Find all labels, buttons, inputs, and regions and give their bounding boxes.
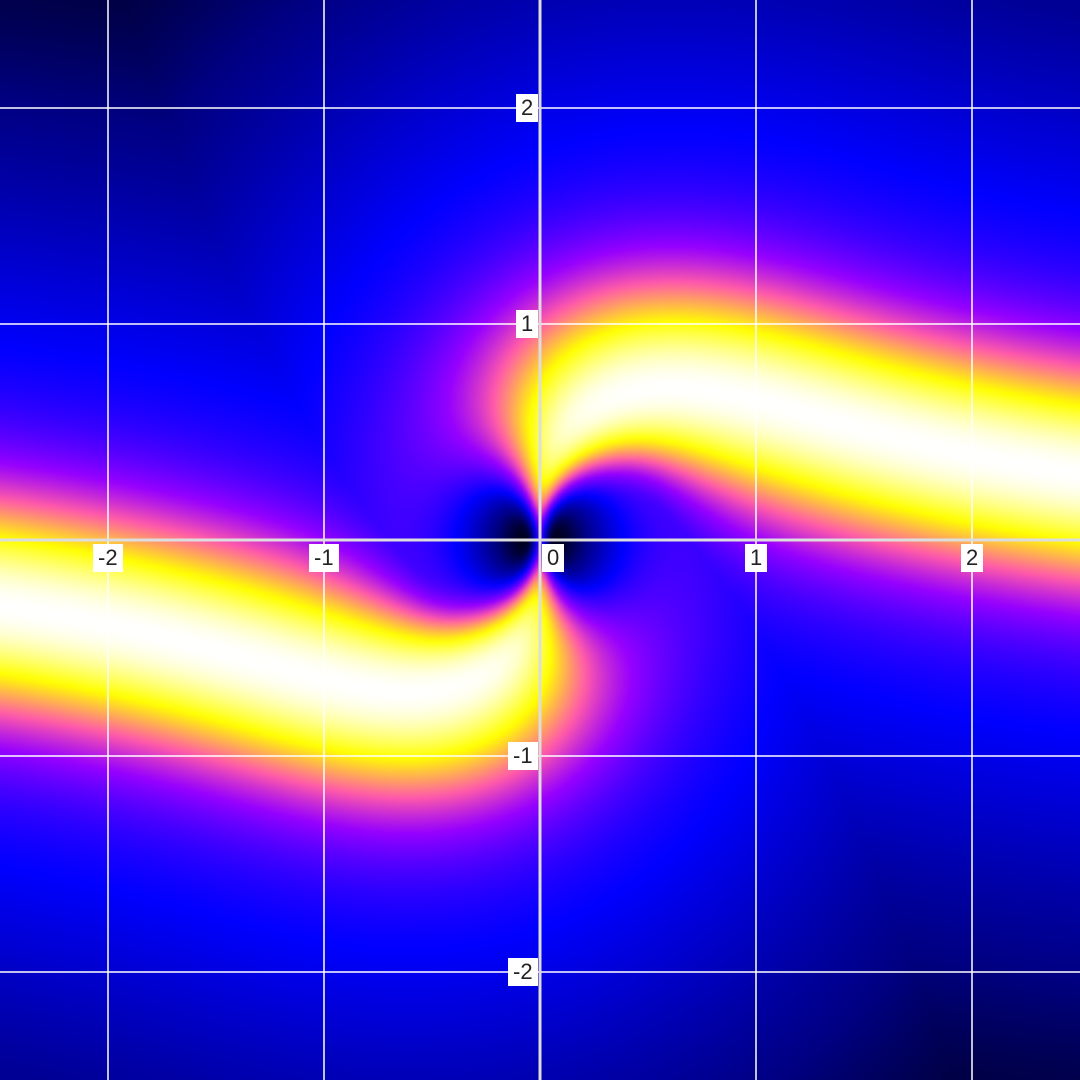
y-tick-label: 1 [516, 310, 539, 338]
y-tick-label: -2 [508, 958, 538, 986]
x-tick-label: -1 [309, 544, 339, 572]
y-tick-label: -1 [508, 742, 538, 770]
x-tick-label: 2 [961, 544, 984, 572]
y-tick-label: 2 [516, 94, 539, 122]
x-tick-label: 0 [542, 544, 565, 572]
x-tick-label: 1 [745, 544, 768, 572]
x-tick-label: -2 [93, 544, 123, 572]
